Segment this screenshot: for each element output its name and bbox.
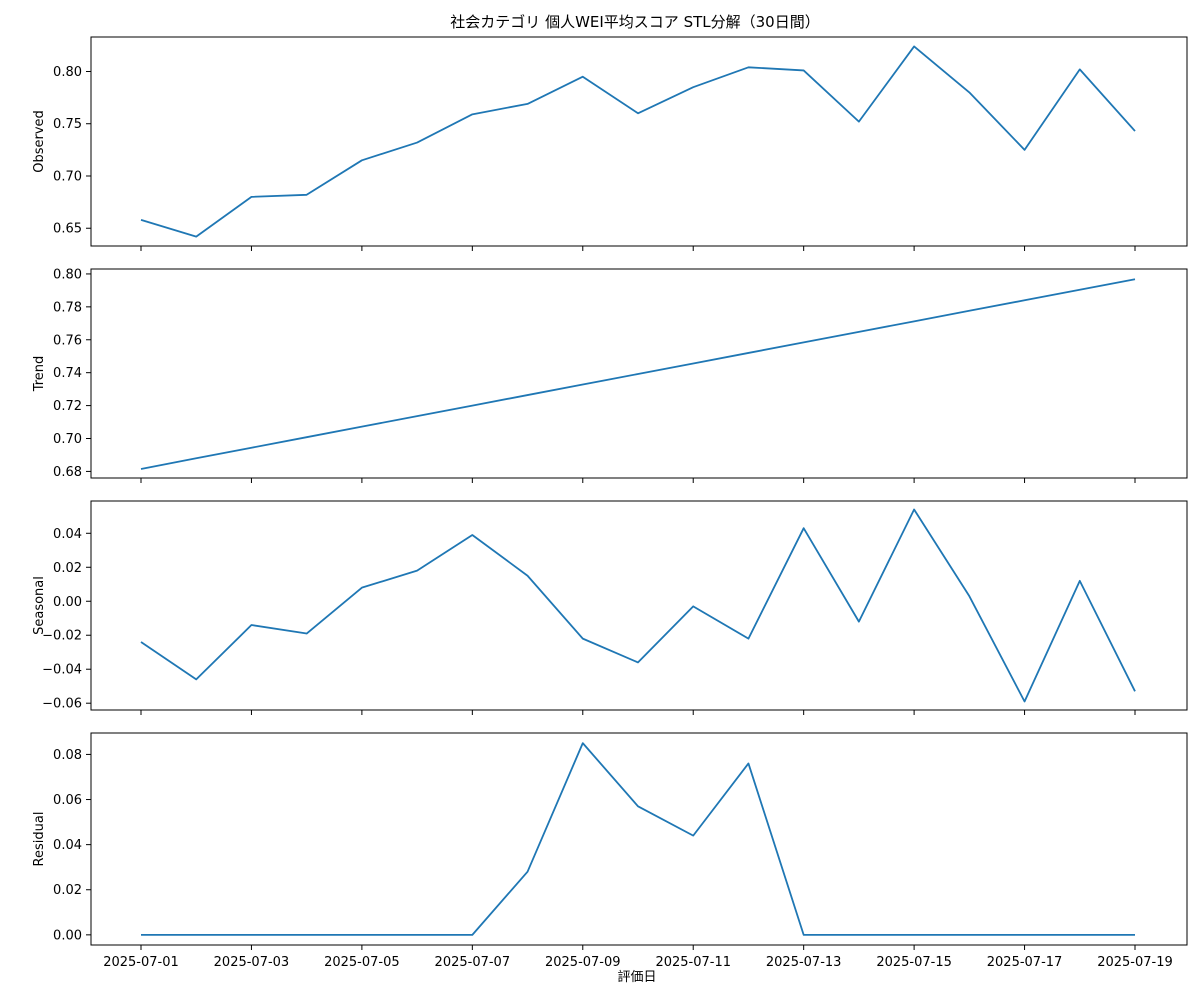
panel-frame-seasonal [90, 500, 1188, 711]
y-tick-label-seasonal: −0.04 [42, 663, 82, 678]
y-tick-label-trend: 0.70 [53, 432, 82, 447]
y-tick-label-seasonal: −0.02 [42, 629, 82, 644]
x-tick-label: 2025-07-03 [214, 955, 290, 970]
y-tick-label-residual: 0.08 [53, 748, 82, 763]
y-tick-label-trend: 0.72 [53, 399, 82, 414]
y-tick-label-trend: 0.78 [53, 300, 82, 315]
y-tick-label-seasonal: 0.00 [53, 595, 82, 610]
y-tick-label-observed: 0.70 [53, 169, 82, 184]
x-tick-label: 2025-07-05 [324, 955, 400, 970]
y-axis-label-trend: Trend [32, 356, 47, 393]
x-axis-label: 評価日 [617, 970, 656, 985]
y-tick-label-residual: 0.02 [53, 883, 82, 898]
y-axis-label-observed: Observed [32, 110, 47, 173]
panel-frame-residual [90, 732, 1188, 946]
x-tick-label: 2025-07-07 [435, 955, 511, 970]
chart-title: 社会カテゴリ 個人WEI平均スコア STL分解（30日間） [450, 13, 819, 31]
panel-observed: 0.65 0.70 0.75 0.80 Observed [32, 36, 1188, 251]
series-line-trend [140, 278, 1136, 470]
series-line-observed [140, 45, 1136, 238]
y-tick-label-seasonal: 0.02 [53, 561, 82, 576]
y-tick-label-seasonal: −0.06 [42, 697, 82, 712]
y-tick-label-trend: 0.74 [53, 366, 82, 381]
y-tick-label-observed: 0.65 [53, 222, 82, 237]
x-tick-label: 2025-07-13 [766, 955, 842, 970]
y-tick-label-trend: 0.80 [53, 267, 82, 282]
series-line-residual [141, 742, 1135, 936]
x-tick-label: 2025-07-01 [103, 955, 179, 970]
y-tick-label-residual: 0.06 [53, 793, 82, 808]
panel-frame-trend [90, 268, 1188, 479]
x-tick-label: 2025-07-19 [1097, 955, 1173, 970]
x-tick-label: 2025-07-17 [987, 955, 1063, 970]
panel-frame-observed [90, 36, 1188, 247]
y-axis-label-residual: Residual [32, 812, 47, 867]
y-tick-label-seasonal: 0.04 [53, 527, 82, 542]
panel-residual: 0.00 0.02 0.04 0.06 0.08 Residual 2025-07-01 20… [32, 732, 1188, 970]
series-line-seasonal [140, 508, 1136, 703]
x-tick-label: 2025-07-15 [876, 955, 952, 970]
x-tick-label: 2025-07-11 [655, 955, 731, 970]
y-tick-label-observed: 0.75 [53, 117, 82, 132]
panel-trend: 0.68 0.70 0.72 0.74 0.76 0.78 0.80 Trend [32, 267, 1188, 483]
y-tick-label-trend: 0.68 [53, 465, 82, 480]
y-axis-label-seasonal: Seasonal [32, 576, 47, 635]
x-tick-label: 2025-07-09 [545, 955, 621, 970]
y-tick-label-residual: 0.04 [53, 838, 82, 853]
y-tick-label-trend: 0.76 [53, 333, 82, 348]
panel-seasonal: −0.06 −0.04 −0.02 0.00 0.02 0.04 Seasonal [32, 500, 1188, 715]
y-tick-label-observed: 0.80 [53, 65, 82, 80]
y-tick-label-residual: 0.00 [53, 928, 82, 943]
